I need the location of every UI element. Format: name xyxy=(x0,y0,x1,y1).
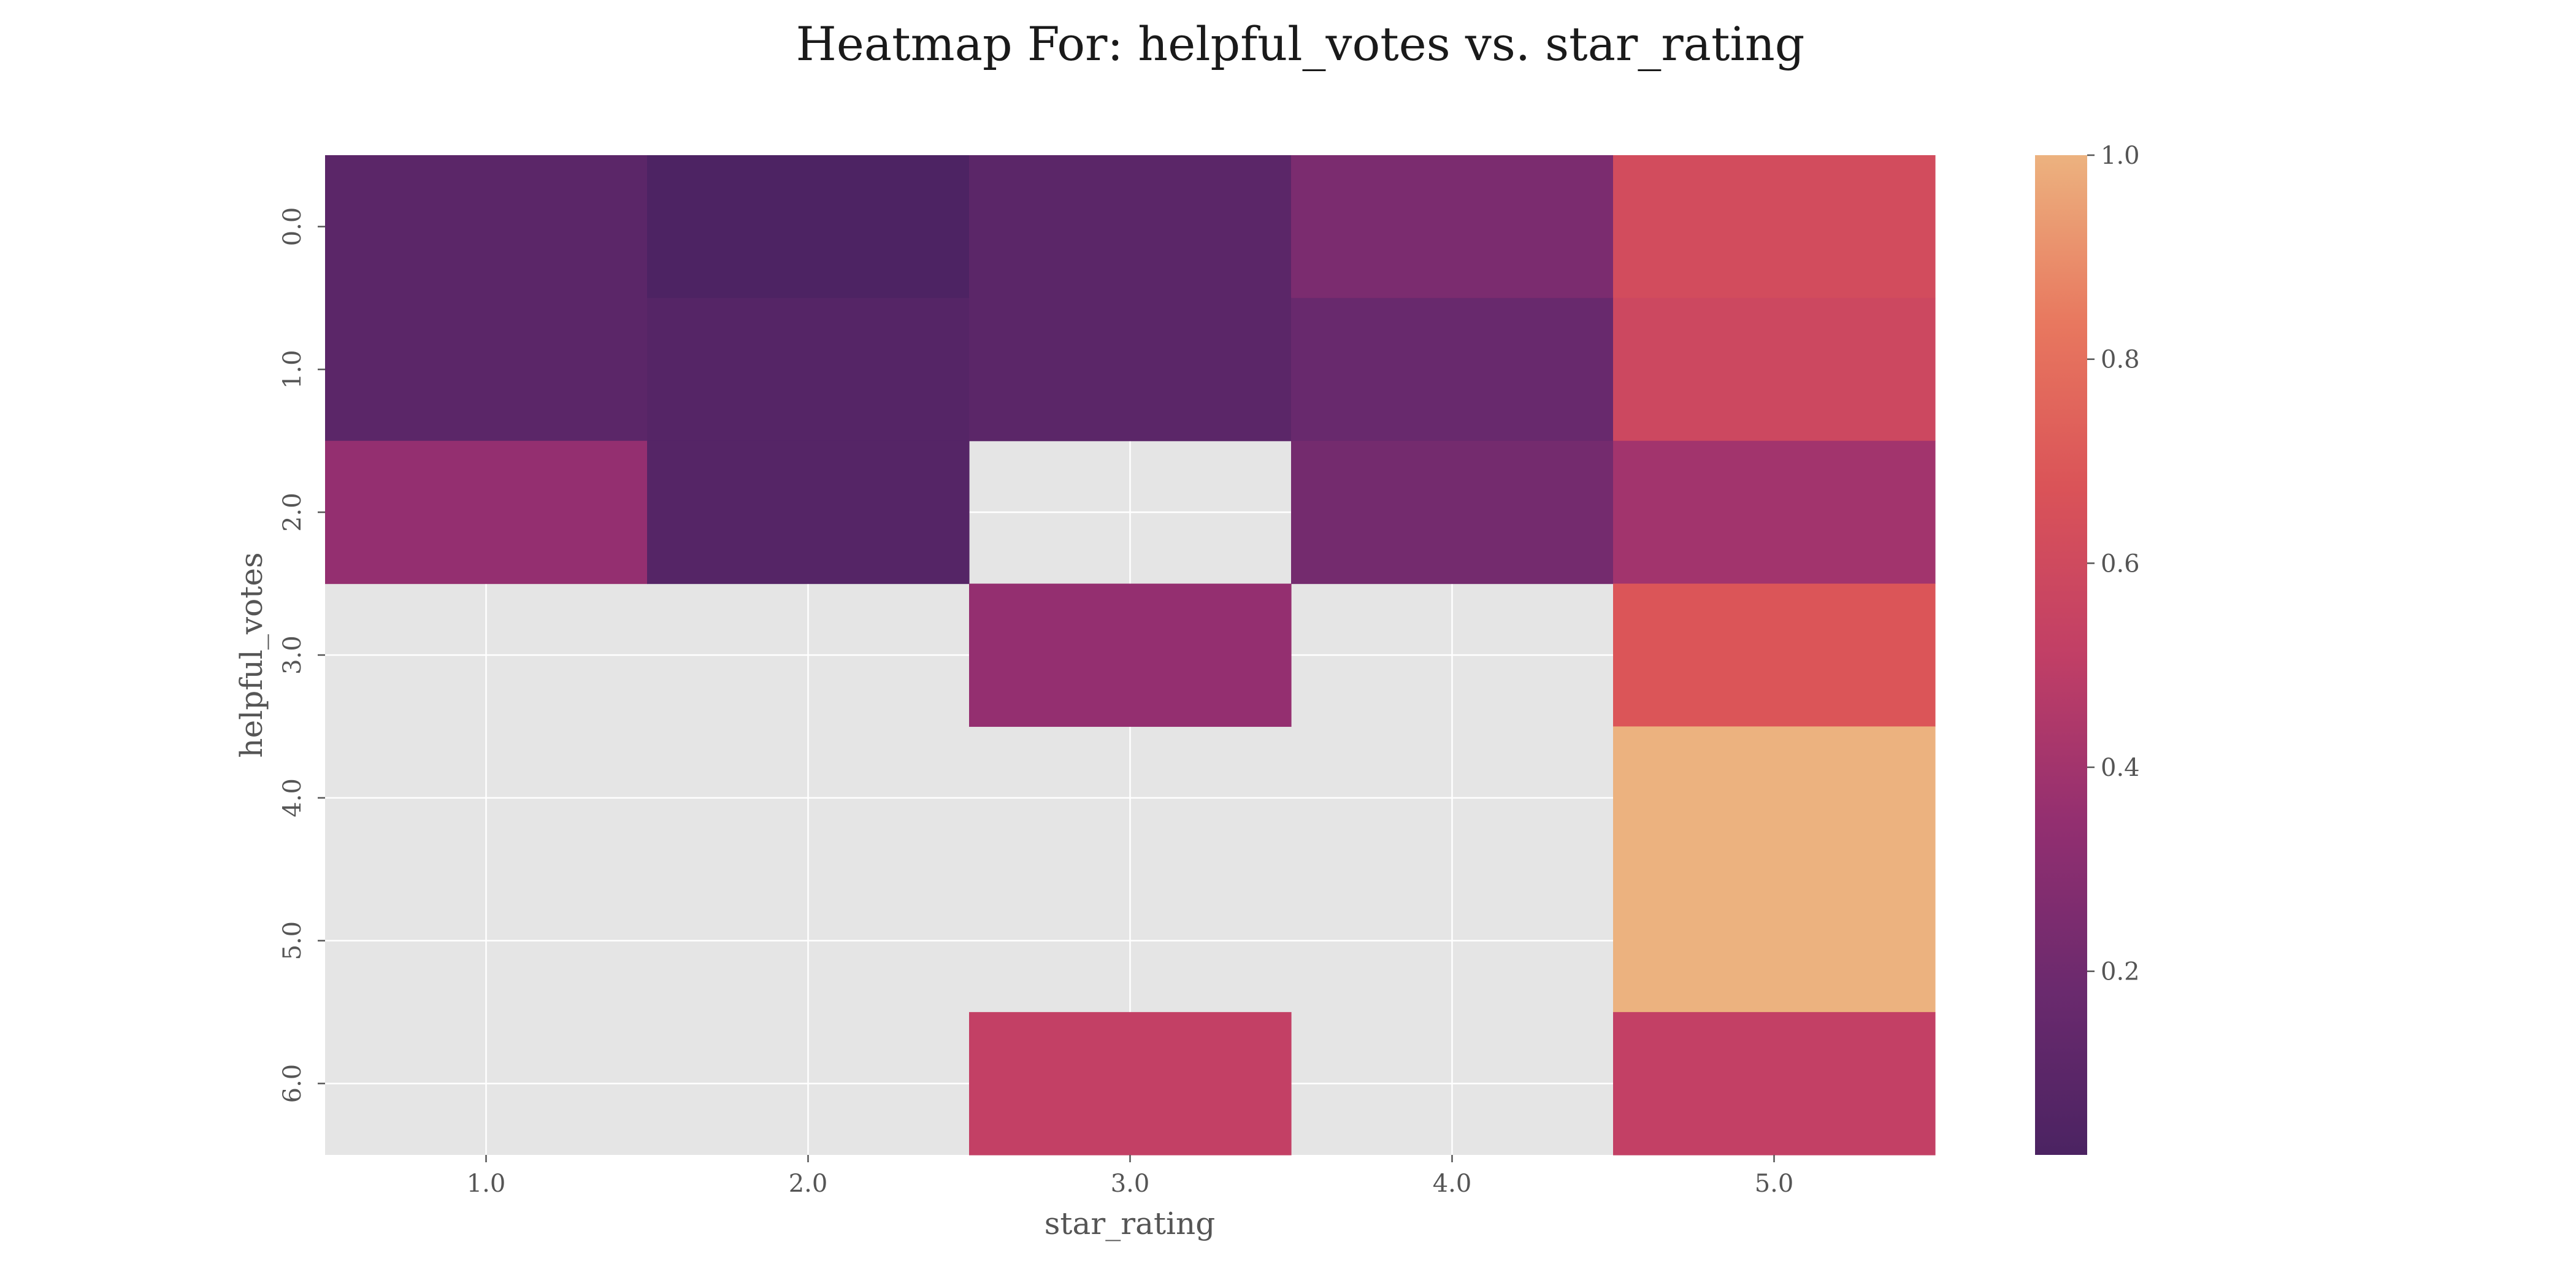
x-tick-label: 4.0 xyxy=(1433,1170,1472,1198)
heatmap-cell xyxy=(1613,440,1936,585)
heatmap-cell xyxy=(325,440,648,585)
heatmap-cell xyxy=(969,1012,1292,1156)
x-tick-label: 5.0 xyxy=(1755,1170,1794,1198)
heatmap-cell xyxy=(325,155,648,299)
heatmap-cell xyxy=(1291,155,1614,299)
x-tick-label: 2.0 xyxy=(789,1170,828,1198)
heatmap-cell xyxy=(969,297,1292,442)
x-axis-ticks: 1.0 2.0 3.0 4.0 5.0 xyxy=(467,1155,1794,1198)
heatmap-cell xyxy=(325,297,648,442)
colorbar-tick-label: 0.2 xyxy=(2101,958,2140,986)
heatmap-cell xyxy=(969,583,1292,727)
colorbar-tick-label: 0.6 xyxy=(2101,550,2140,578)
colorbar-tick-label: 0.8 xyxy=(2101,346,2140,374)
x-tick-label: 3.0 xyxy=(1111,1170,1150,1198)
y-tick-label: 1.0 xyxy=(278,350,307,389)
heatmap-cell xyxy=(1291,297,1614,442)
y-tick-label: 5.0 xyxy=(278,921,307,960)
heatmap-cell xyxy=(1613,583,1936,727)
heatmap-cell xyxy=(647,155,970,299)
y-tick-label: 0.0 xyxy=(278,207,307,247)
x-axis-label: star_rating xyxy=(1045,1206,1215,1241)
heatmap-cell xyxy=(1613,155,1936,299)
y-tick-label: 4.0 xyxy=(278,778,307,818)
heatmap-cell xyxy=(1613,726,1936,870)
y-axis-ticks: 0.0 1.0 2.0 3.0 4.0 5.0 6.0 xyxy=(278,207,325,1103)
chart-title: Heatmap For: helpful_votes vs. star_rati… xyxy=(796,17,1805,71)
heatmap-cell xyxy=(1613,297,1936,442)
heatmap-cell xyxy=(1291,440,1614,585)
colorbar-ticks: 0.2 0.4 0.6 0.8 1.0 xyxy=(2087,142,2140,986)
y-axis-label: helpful_votes xyxy=(234,552,269,757)
heatmap-cell xyxy=(647,297,970,442)
y-tick-label: 6.0 xyxy=(278,1064,307,1103)
heatmap-cell xyxy=(1613,869,1936,1013)
colorbar xyxy=(2035,155,2087,1155)
heatmap-cell xyxy=(969,155,1292,299)
y-tick-label: 2.0 xyxy=(278,493,307,532)
heatmap-cells xyxy=(325,155,1936,1156)
heatmap-cell xyxy=(1613,1012,1936,1156)
y-tick-label: 3.0 xyxy=(278,635,307,675)
x-tick-label: 1.0 xyxy=(467,1170,506,1198)
colorbar-tick-label: 1.0 xyxy=(2101,142,2140,170)
heatmap-cell xyxy=(647,440,970,585)
colorbar-tick-label: 0.4 xyxy=(2101,754,2140,782)
